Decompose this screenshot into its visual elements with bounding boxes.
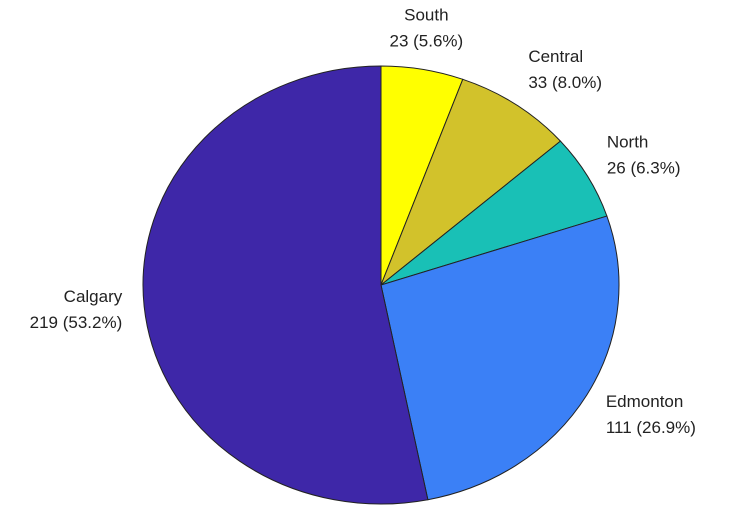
- slice-label: Calgary: [64, 287, 123, 306]
- pie-slice: [380, 215, 620, 501]
- value-label: 219 (53.2%): [30, 313, 123, 332]
- pie-slice: [142, 65, 429, 505]
- slice-label: Edmonton: [606, 392, 684, 411]
- slice-label: North: [607, 133, 649, 152]
- value-label: 111 (26.9%): [606, 418, 696, 437]
- value-label: 23 (5.6%): [390, 31, 464, 50]
- slice-label: Central: [528, 47, 583, 66]
- value-label: 26 (6.3%): [607, 159, 681, 178]
- pie-slice: [379, 78, 562, 287]
- slice-label: South: [404, 5, 448, 24]
- value-label: 33 (8.0%): [528, 73, 602, 92]
